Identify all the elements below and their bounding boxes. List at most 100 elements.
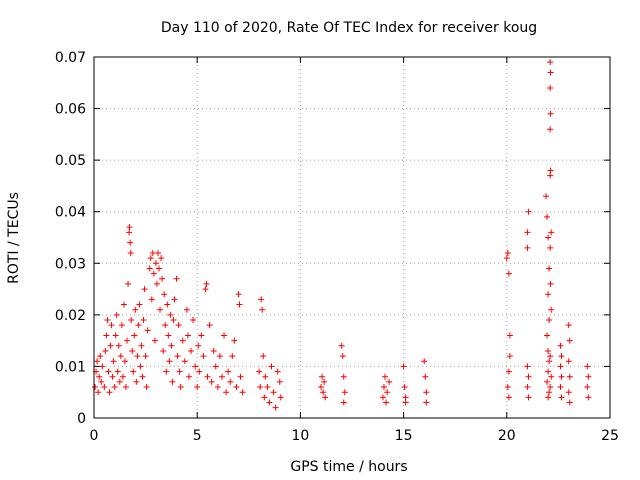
data-point [544, 378, 551, 385]
data-point [160, 347, 167, 354]
data-point [139, 373, 146, 380]
data-point [566, 399, 573, 406]
data-point [196, 368, 203, 375]
data-point [340, 399, 347, 406]
data-point [547, 110, 554, 117]
x-tick-label: 0 [90, 428, 99, 444]
data-point [113, 311, 120, 318]
y-tick-label: 0.04 [55, 205, 86, 221]
chart-title: Day 110 of 2020, Rate Of TEC Index for r… [161, 20, 537, 36]
data-point [585, 373, 592, 380]
data-point [401, 384, 408, 391]
data-point [127, 249, 134, 256]
data-point [208, 378, 215, 385]
data-point [525, 394, 532, 401]
data-point [95, 389, 102, 396]
data-point [546, 389, 553, 396]
data-point [149, 249, 156, 256]
data-point [167, 311, 174, 318]
axis-ticks: 0 5 10 15 20 25 0 0.01 0.02 0.03 0.04 0.05 0.06 0.07 [55, 50, 619, 444]
data-point [547, 167, 554, 174]
data-point [276, 378, 283, 385]
data-point [146, 265, 153, 272]
data-point [159, 275, 166, 282]
data-point [190, 317, 197, 324]
data-point [386, 378, 393, 385]
data-point [524, 229, 531, 236]
data-point [421, 358, 428, 365]
data-point [548, 306, 555, 313]
data-point [235, 291, 242, 298]
data-point [545, 394, 552, 401]
data-point [506, 353, 513, 360]
data-point [229, 353, 236, 360]
data-point [117, 353, 124, 360]
data-point [557, 342, 564, 349]
data-point [124, 337, 131, 344]
data-point [127, 239, 134, 246]
grid-lines [94, 57, 610, 418]
data-point [131, 332, 138, 339]
data-point [177, 384, 184, 391]
data-point [504, 384, 511, 391]
data-point [99, 363, 106, 370]
data-point [547, 384, 554, 391]
data-point [258, 296, 265, 303]
data-point [223, 389, 230, 396]
data-point [206, 322, 213, 329]
data-point [116, 378, 123, 385]
data-point [547, 84, 554, 91]
data-point [132, 306, 139, 313]
data-point [566, 337, 573, 344]
data-point [547, 172, 554, 179]
data-point [544, 332, 551, 339]
data-point [544, 213, 551, 220]
data-point [547, 353, 554, 360]
data-point [110, 358, 117, 365]
data-point [157, 306, 164, 313]
data-point [274, 368, 281, 375]
data-point [154, 249, 161, 256]
data-point [163, 368, 170, 375]
data-point [162, 322, 169, 329]
data-point [111, 384, 118, 391]
data-point [120, 301, 127, 308]
data-point [126, 224, 133, 231]
data-point [142, 353, 149, 360]
data-point [153, 280, 160, 287]
data-point [558, 394, 565, 401]
data-point [380, 384, 387, 391]
data-point [505, 368, 512, 375]
data-point [565, 358, 572, 365]
data-point [227, 378, 234, 385]
data-point [94, 358, 101, 365]
data-point [126, 229, 133, 236]
data-point [566, 373, 573, 380]
data-point [192, 363, 199, 370]
data-point [115, 342, 122, 349]
data-point [130, 368, 137, 375]
data-point [225, 368, 232, 375]
data-point [200, 353, 207, 360]
data-point [122, 384, 129, 391]
data-point [259, 306, 266, 313]
data-point [221, 332, 228, 339]
data-point [125, 280, 132, 287]
data-points [92, 59, 592, 411]
data-point [268, 363, 275, 370]
data-point [543, 193, 550, 200]
data-point [137, 363, 144, 370]
data-point [181, 358, 188, 365]
data-point [322, 394, 329, 401]
data-point [565, 389, 572, 396]
data-point [121, 358, 128, 365]
data-point [185, 373, 192, 380]
data-point [257, 384, 264, 391]
data-point [128, 317, 135, 324]
data-point [423, 399, 430, 406]
data-point [107, 342, 114, 349]
data-point [168, 342, 175, 349]
data-point [176, 368, 183, 375]
data-point [102, 347, 109, 354]
